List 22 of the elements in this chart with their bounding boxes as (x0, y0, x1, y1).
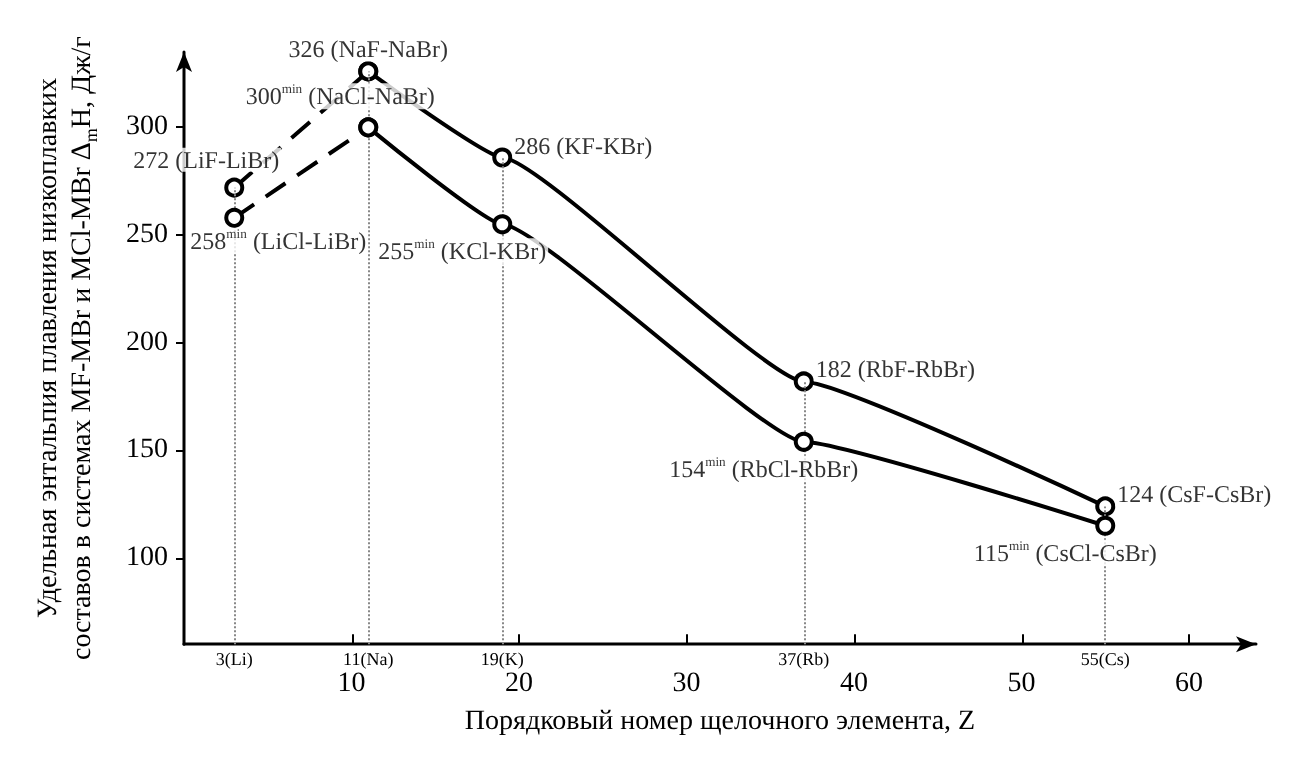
y-tick-label: 300 (126, 112, 168, 143)
annotation: 286 (KF-KBr) (514, 131, 653, 160)
x-tick-label: 40 (840, 669, 868, 700)
y-tick-label: 150 (126, 435, 168, 466)
x2-tick-label: 55(Cs) (1080, 649, 1130, 670)
x-axis-title: Порядковый номер щелочного элемента, Z (464, 707, 976, 737)
x-tick-label: 10 (337, 669, 366, 700)
x-tick-label: 50 (1007, 669, 1036, 700)
x2-tick-label: 37(Rb) (778, 649, 830, 670)
x-tick-label: 60 (1175, 669, 1203, 700)
x2-tick-label: 3(Li) (215, 649, 253, 670)
x-tick-label: 30 (672, 669, 701, 700)
annotation: 272 (LiF-LiBr) (133, 145, 280, 174)
y-tick-label: 250 (126, 220, 168, 251)
x2-tick-label: 11(Na) (343, 649, 394, 670)
annotation: 124 (CsF-CsBr) (1117, 480, 1272, 509)
x-tick-label: 20 (505, 669, 533, 700)
annotation: 182 (RbF-RbBr) (815, 355, 976, 384)
y-tick-label: 200 (126, 327, 168, 358)
annotation: 326 (NaF-NaBr) (288, 35, 448, 64)
x2-tick-label: 19(K) (480, 649, 524, 670)
y-tick-label: 100 (126, 543, 168, 574)
